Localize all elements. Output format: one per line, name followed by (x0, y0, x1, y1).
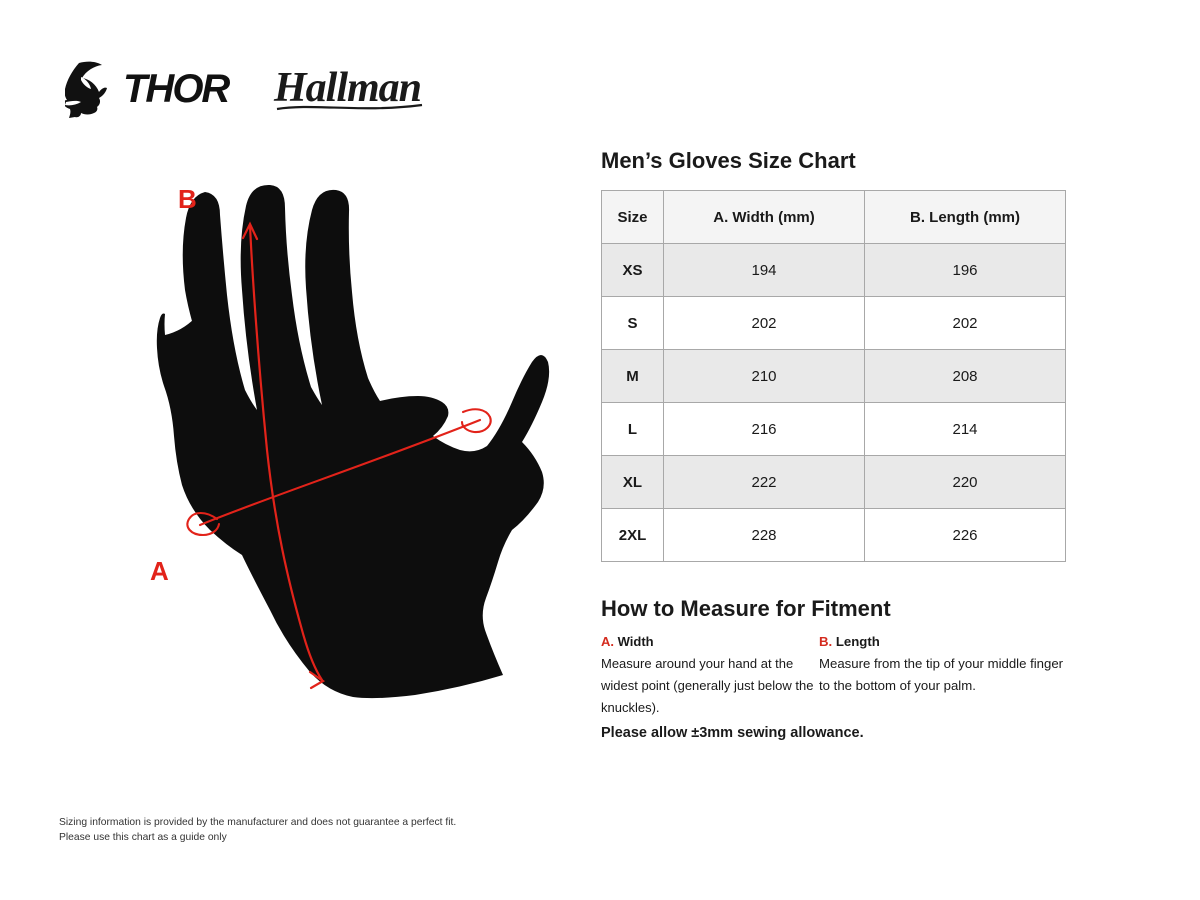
svg-text:B: B (178, 184, 197, 214)
svg-text:Hallman: Hallman (273, 65, 421, 111)
svg-text:THOR: THOR (123, 67, 230, 111)
svg-text:A: A (150, 556, 169, 586)
